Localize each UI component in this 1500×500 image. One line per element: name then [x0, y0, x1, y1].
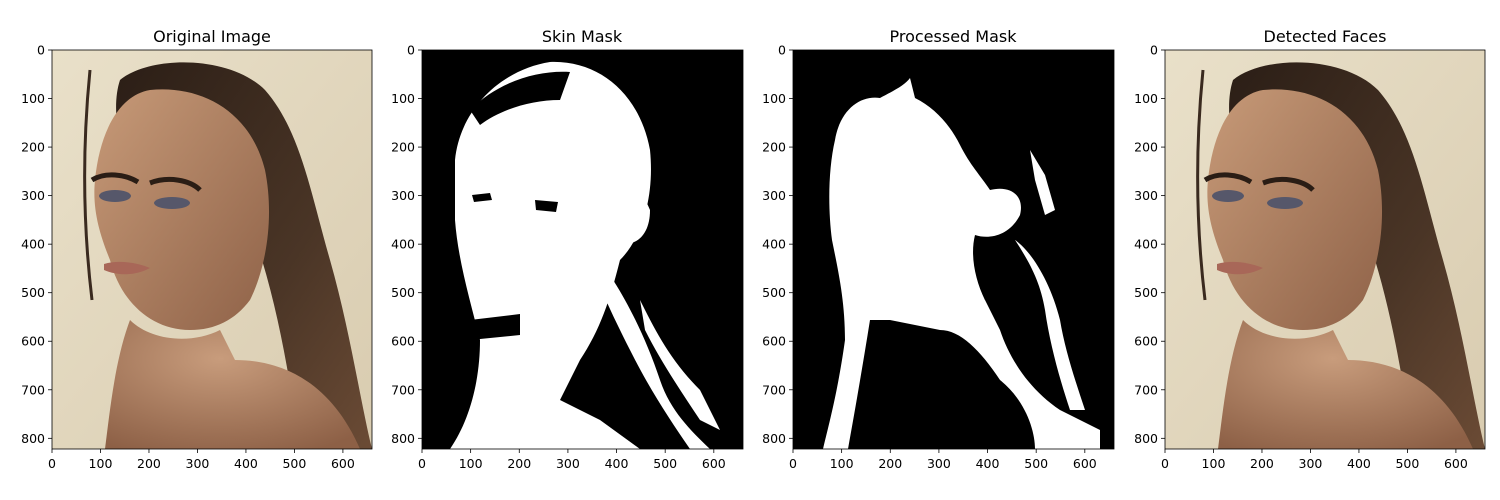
y-tick-label: 300 [1134, 188, 1158, 203]
y-tick-label: 0 [778, 43, 786, 58]
y-tick-label: 700 [21, 382, 45, 397]
y-tick-label: 400 [21, 237, 45, 252]
x-tick-label: 400 [605, 456, 629, 471]
y-tick-label: 700 [391, 382, 415, 397]
y-tick-label: 300 [21, 188, 45, 203]
y-tick-label: 800 [1134, 431, 1158, 446]
y-tick-label: 0 [37, 43, 45, 58]
y-tick-label: 0 [407, 43, 415, 58]
y-tick-label: 400 [762, 237, 786, 252]
x-tick-label: 100 [459, 456, 483, 471]
y-tick-label: 200 [391, 140, 415, 155]
panel-original-image: Original Image 0 100 200 300 400 500 600 0 100 2… [21, 27, 373, 471]
panel-skin-mask: Skin Mask 0 100 200 300 400 500 600 0 100 200 300… [391, 27, 744, 471]
y-tick-label: 500 [1134, 285, 1158, 300]
y-tick-label: 200 [21, 140, 45, 155]
x-tick-label: 400 [976, 456, 1000, 471]
photo-image [52, 50, 372, 449]
y-tick-label: 400 [1134, 237, 1158, 252]
x-tick-label: 200 [878, 456, 902, 471]
y-tick-label: 500 [762, 285, 786, 300]
x-tick-label: 0 [1161, 456, 1169, 471]
panel-title: Original Image [153, 27, 271, 46]
x-tick-label: 500 [1395, 456, 1419, 471]
y-tick-label: 600 [1134, 334, 1158, 349]
y-tick-label: 600 [21, 334, 45, 349]
skin-mask-image [422, 50, 743, 449]
x-tick-label: 100 [1202, 456, 1226, 471]
x-tick-label: 300 [1299, 456, 1323, 471]
y-tick-label: 600 [391, 334, 415, 349]
y-tick-label: 800 [762, 431, 786, 446]
x-tick-label: 500 [1024, 456, 1048, 471]
x-tick-label: 500 [653, 456, 677, 471]
panel-title: Detected Faces [1264, 27, 1387, 46]
panel-processed-mask: Processed Mask 0 100 200 300 400 500 600 0 100 2… [762, 27, 1115, 471]
x-tick-label: 100 [830, 456, 854, 471]
y-tick-label: 200 [1134, 140, 1158, 155]
y-tick-label: 700 [1134, 382, 1158, 397]
y-tick-label: 300 [762, 188, 786, 203]
y-tick-label: 200 [762, 140, 786, 155]
x-tick-label: 0 [418, 456, 426, 471]
y-tick-label: 100 [1134, 91, 1158, 106]
x-tick-label: 200 [1250, 456, 1274, 471]
x-tick-label: 400 [1347, 456, 1371, 471]
x-tick-label: 400 [234, 456, 258, 471]
x-tick-label: 300 [186, 456, 210, 471]
x-tick-label: 100 [89, 456, 113, 471]
panel-title: Processed Mask [890, 27, 1018, 46]
x-tick-label: 300 [556, 456, 580, 471]
x-tick-label: 300 [927, 456, 951, 471]
y-tick-label: 500 [391, 285, 415, 300]
panel-detected-faces: Detected Faces 0 100 200 300 400 500 600 0 100 2… [1134, 27, 1486, 471]
x-tick-label: 600 [1073, 456, 1097, 471]
y-tick-label: 700 [762, 382, 786, 397]
y-tick-label: 600 [762, 334, 786, 349]
y-tick-label: 100 [21, 91, 45, 106]
x-tick-label: 600 [1444, 456, 1468, 471]
x-tick-label: 0 [789, 456, 797, 471]
y-tick-label: 0 [1150, 43, 1158, 58]
y-tick-label: 300 [391, 188, 415, 203]
y-tick-label: 500 [21, 285, 45, 300]
processed-mask-image [793, 50, 1114, 449]
y-tick-label: 100 [391, 91, 415, 106]
panel-title: Skin Mask [542, 27, 623, 46]
y-tick-label: 400 [391, 237, 415, 252]
x-tick-label: 600 [702, 456, 726, 471]
x-tick-label: 200 [137, 456, 161, 471]
x-tick-label: 600 [331, 456, 355, 471]
x-tick-label: 500 [282, 456, 306, 471]
x-tick-label: 0 [48, 456, 56, 471]
x-tick-label: 200 [507, 456, 531, 471]
y-tick-label: 100 [762, 91, 786, 106]
y-tick-label: 800 [391, 431, 415, 446]
y-tick-label: 800 [21, 431, 45, 446]
detected-faces-image [1165, 50, 1485, 449]
